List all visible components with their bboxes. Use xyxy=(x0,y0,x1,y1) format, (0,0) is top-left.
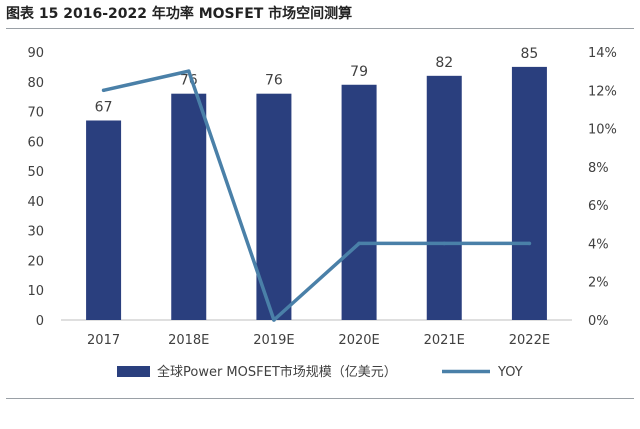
y-right-tick-label: 12% xyxy=(588,84,617,99)
bar xyxy=(171,93,207,320)
yoy-point xyxy=(101,88,106,93)
bar xyxy=(426,75,462,320)
y-left-tick-label: 50 xyxy=(27,165,44,180)
y-right-tick-label: 2% xyxy=(588,276,609,291)
data-label: 67 xyxy=(95,99,113,115)
bar xyxy=(511,66,547,320)
data-label: 79 xyxy=(350,64,368,80)
y-right-tick-label: 10% xyxy=(588,123,617,138)
bar xyxy=(341,84,377,320)
y-left-tick-label: 70 xyxy=(27,106,44,121)
x-tick-label: 2022E xyxy=(509,333,550,348)
legend-bar-swatch xyxy=(117,366,150,377)
legend-bar-label: 全球Power MOSFET市场规模（亿美元） xyxy=(157,364,397,380)
y-left-tick-label: 90 xyxy=(27,46,44,61)
x-tick-label: 2020E xyxy=(338,333,379,348)
chart-title: 图表 15 2016-2022 年功率 MOSFET 市场空间测算 xyxy=(6,6,353,22)
y-right-tick-label: 0% xyxy=(588,314,609,329)
y-right-tick-label: 8% xyxy=(588,161,609,176)
x-tick-label: 2018E xyxy=(168,333,209,348)
yoy-point xyxy=(442,241,447,246)
yoy-line xyxy=(103,69,530,322)
y-left-tick-label: 20 xyxy=(27,254,44,269)
y-left-tick-label: 40 xyxy=(27,195,44,210)
data-label: 76 xyxy=(265,73,283,89)
yoy-point xyxy=(527,241,532,246)
y-left-tick-label: 60 xyxy=(27,135,44,150)
bar xyxy=(86,120,122,320)
y-right-tick-label: 14% xyxy=(588,46,617,61)
y-left-tick-label: 10 xyxy=(27,284,44,299)
yoy-point xyxy=(272,318,276,322)
data-label: 82 xyxy=(435,55,453,71)
legend-line-label: YOY xyxy=(497,365,523,380)
yoy-point xyxy=(186,69,191,73)
bottom-divider xyxy=(6,398,634,399)
y-left-tick-label: 80 xyxy=(27,76,44,91)
y-right-tick-label: 6% xyxy=(588,199,609,214)
y-left-tick-label: 30 xyxy=(27,225,44,240)
title-divider xyxy=(6,28,634,29)
x-tick-label: 2019E xyxy=(253,333,294,348)
data-label: 85 xyxy=(521,46,539,62)
y-right-tick-label: 4% xyxy=(588,237,609,252)
chart-title-bar: 图表 15 2016-2022 年功率 MOSFET 市场空间测算 xyxy=(6,4,634,29)
yoy-point xyxy=(357,241,361,246)
x-tick-label: 2017 xyxy=(87,333,120,348)
y-left-tick-label: 0 xyxy=(36,314,44,329)
x-tick-label: 2021E xyxy=(424,333,465,348)
